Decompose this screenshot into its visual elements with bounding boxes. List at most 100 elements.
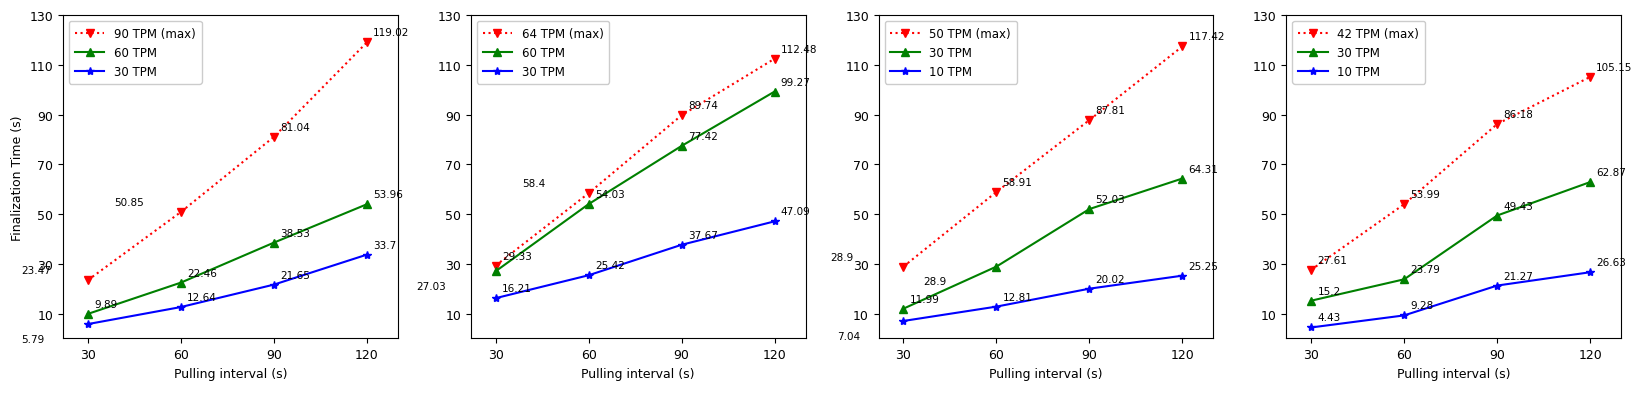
Line: 90 TPM (max): 90 TPM (max): [84, 39, 371, 285]
Text: 47.09: 47.09: [781, 207, 811, 217]
30 TPM: [1172, 177, 1192, 182]
Text: 23.47: 23.47: [21, 266, 51, 275]
Text: 50.85: 50.85: [114, 197, 143, 207]
Text: (a) $n = 4$: 4 servers in the network.: (a) $n = 4$: 4 servers in the network.: [122, 410, 339, 413]
Text: 20.02: 20.02: [1096, 274, 1126, 284]
Text: 22.46: 22.46: [188, 268, 218, 278]
Text: 27.61: 27.61: [1317, 255, 1348, 265]
Text: 15.2: 15.2: [1317, 286, 1340, 296]
60 TPM: [77, 312, 97, 317]
Text: 9.28: 9.28: [1411, 301, 1434, 311]
Text: 37.67: 37.67: [687, 230, 717, 240]
Line: 60 TPM: 60 TPM: [491, 88, 780, 276]
X-axis label: Pulling interval (s): Pulling interval (s): [989, 367, 1103, 380]
42 TPM (max): [1394, 202, 1414, 207]
Text: 99.27: 99.27: [781, 77, 811, 88]
30 TPM: [486, 296, 506, 301]
60 TPM: [578, 202, 598, 207]
10 TPM: [1079, 287, 1099, 292]
Text: 23.79: 23.79: [1411, 265, 1440, 275]
Text: 81.04: 81.04: [280, 123, 310, 133]
10 TPM: [1302, 325, 1322, 330]
Legend: 90 TPM (max), 60 TPM, 30 TPM: 90 TPM (max), 60 TPM, 30 TPM: [69, 22, 201, 84]
Text: 89.74: 89.74: [687, 101, 717, 111]
Text: 77.42: 77.42: [687, 132, 717, 142]
60 TPM: [171, 280, 191, 285]
Text: 12.64: 12.64: [188, 292, 218, 302]
Text: 112.48: 112.48: [781, 45, 817, 55]
30 TPM: [171, 305, 191, 310]
42 TPM (max): [1486, 122, 1506, 127]
Text: 28.9: 28.9: [831, 252, 854, 262]
30 TPM: [1580, 180, 1600, 185]
Text: 28.9: 28.9: [923, 277, 948, 287]
Text: 4.43: 4.43: [1317, 313, 1340, 323]
Text: 52.03: 52.03: [1096, 195, 1126, 204]
Text: 87.81: 87.81: [1096, 106, 1126, 116]
Legend: 50 TPM (max), 30 TPM, 10 TPM: 50 TPM (max), 30 TPM, 10 TPM: [885, 22, 1017, 84]
Text: 58.91: 58.91: [1002, 178, 1033, 188]
Text: 27.03: 27.03: [417, 282, 447, 292]
X-axis label: Pulling interval (s): Pulling interval (s): [1398, 367, 1511, 380]
Legend: 64 TPM (max), 60 TPM, 30 TPM: 64 TPM (max), 60 TPM, 30 TPM: [476, 22, 610, 84]
Text: 26.63: 26.63: [1597, 258, 1627, 268]
Text: 38.53: 38.53: [280, 228, 310, 238]
10 TPM: [1172, 273, 1192, 278]
Text: 54.03: 54.03: [595, 190, 625, 199]
Text: 53.99: 53.99: [1411, 190, 1440, 200]
50 TPM (max): [893, 264, 913, 269]
Text: 58.4: 58.4: [522, 179, 545, 189]
42 TPM (max): [1302, 268, 1322, 273]
Line: 42 TPM (max): 42 TPM (max): [1307, 74, 1594, 274]
Line: 30 TPM: 30 TPM: [491, 218, 780, 303]
10 TPM: [1580, 270, 1600, 275]
60 TPM: [486, 269, 506, 274]
60 TPM: [264, 240, 283, 245]
Text: 86.18: 86.18: [1503, 110, 1533, 120]
42 TPM (max): [1580, 75, 1600, 80]
10 TPM: [987, 304, 1007, 309]
Line: 10 TPM: 10 TPM: [900, 272, 1187, 325]
30 TPM: [672, 243, 692, 248]
Text: 117.42: 117.42: [1188, 32, 1224, 42]
30 TPM: [578, 273, 598, 278]
Line: 64 TPM (max): 64 TPM (max): [491, 55, 780, 270]
Text: 25.42: 25.42: [595, 261, 625, 271]
50 TPM (max): [1079, 118, 1099, 123]
Line: 50 TPM (max): 50 TPM (max): [900, 43, 1187, 271]
30 TPM: [1486, 214, 1506, 218]
90 TPM (max): [358, 41, 377, 46]
Line: 10 TPM: 10 TPM: [1307, 268, 1594, 332]
64 TPM (max): [486, 263, 506, 268]
Text: 7.04: 7.04: [837, 331, 860, 341]
Text: 53.96: 53.96: [372, 190, 402, 200]
Text: 16.21: 16.21: [503, 283, 532, 294]
Text: 64.31: 64.31: [1188, 164, 1218, 174]
Text: (d) $n = 13$: 13 servers in the network.: (d) $n = 13$: 13 servers in the network.: [1337, 410, 1571, 413]
Line: 30 TPM: 30 TPM: [84, 251, 371, 328]
Legend: 42 TPM (max), 30 TPM, 10 TPM: 42 TPM (max), 30 TPM, 10 TPM: [1292, 22, 1426, 84]
Text: 49.43: 49.43: [1503, 201, 1533, 211]
30 TPM: [1302, 299, 1322, 304]
90 TPM (max): [264, 135, 283, 140]
Text: 62.87: 62.87: [1597, 168, 1627, 178]
64 TPM (max): [672, 114, 692, 119]
Text: 11.99: 11.99: [910, 294, 939, 304]
Text: (b) $n = 7$: 7 servers in the network.: (b) $n = 7$: 7 servers in the network.: [529, 410, 748, 413]
Text: 12.81: 12.81: [1002, 292, 1033, 302]
30 TPM: [1079, 207, 1099, 212]
64 TPM (max): [578, 191, 598, 196]
10 TPM: [893, 319, 913, 324]
X-axis label: Pulling interval (s): Pulling interval (s): [173, 367, 287, 380]
90 TPM (max): [77, 278, 97, 283]
Text: 33.7: 33.7: [372, 240, 396, 250]
30 TPM: [358, 253, 377, 258]
X-axis label: Pulling interval (s): Pulling interval (s): [582, 367, 695, 380]
Text: 25.25: 25.25: [1188, 261, 1218, 271]
Y-axis label: Finalization Time (s): Finalization Time (s): [12, 115, 25, 240]
90 TPM (max): [171, 210, 191, 215]
50 TPM (max): [987, 190, 1007, 195]
50 TPM (max): [1172, 45, 1192, 50]
Line: 30 TPM: 30 TPM: [1307, 178, 1594, 305]
Line: 60 TPM: 60 TPM: [84, 201, 371, 318]
